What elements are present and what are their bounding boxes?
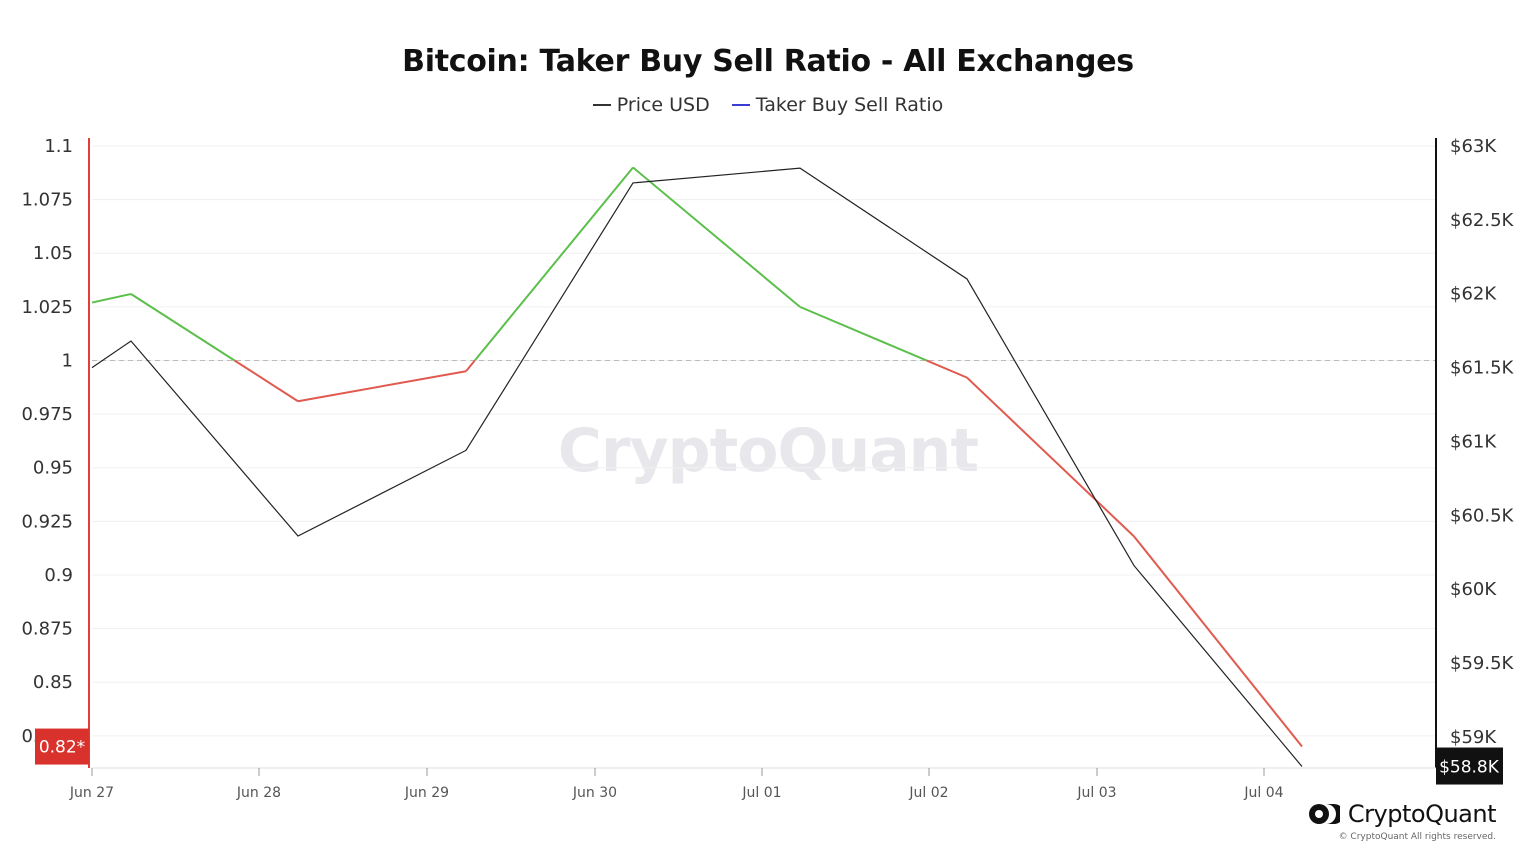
- price-line: [91, 167, 1303, 767]
- x-tick-label: Jun 28: [236, 785, 281, 801]
- x-tick-label: Jun 27: [69, 785, 114, 801]
- ratio-current-badge: [35, 728, 89, 765]
- legend-label-ratio: Taker Buy Sell Ratio: [755, 94, 944, 116]
- x-tick-label: Jul 04: [1243, 785, 1283, 801]
- x-tick-label: Jun 29: [404, 785, 449, 801]
- watermark: CryptoQuant: [557, 416, 979, 486]
- y-right-tick-label: $61K: [1450, 431, 1497, 452]
- series-lines: [91, 166, 1303, 767]
- legend-item-ratio[interactable]: Taker Buy Sell Ratio: [731, 94, 944, 116]
- legend-swatch-price: [592, 104, 611, 106]
- x-axis-ticks: Jun 27 Jun 28 Jun 29 Jun 30 Jul 01 Jul 02 Jul …: [69, 768, 1284, 801]
- y-right-tick-label: $62K: [1450, 284, 1497, 305]
- ratio-line-segment: [91, 293, 132, 304]
- x-tick-label: Jun 30: [572, 785, 617, 801]
- ratio-line-segment: [130, 293, 236, 362]
- y-left-tick-label: 0.9: [44, 565, 73, 586]
- axes: [88, 138, 1437, 769]
- y-right-tick-label: $60.5K: [1450, 505, 1515, 526]
- y-left-tick-label: 0.85: [33, 672, 73, 693]
- grid-lines: [92, 145, 1436, 737]
- price-current-badge: [1436, 747, 1503, 785]
- cryptoquant-logo-icon: [1308, 804, 1340, 824]
- y-left-tick-label: 1.05: [33, 243, 73, 264]
- ratio-line-segment: [632, 166, 801, 308]
- y-left-tick-label: 1: [62, 350, 73, 371]
- y-right-tick-label: $62.5K: [1450, 210, 1515, 231]
- ratio-line-segment: [465, 359, 476, 372]
- y-right-tick-label: $60K: [1450, 579, 1497, 600]
- y-left-tick-label: 1.025: [21, 297, 73, 318]
- y-left-tick-label: 0.925: [21, 511, 73, 532]
- ratio-line-segment: [799, 305, 927, 362]
- ratio-line-segment: [926, 359, 968, 379]
- copyright-text: © CryptoQuant All rights reserved.: [1338, 832, 1496, 842]
- ratio-line-segment: [966, 376, 1135, 538]
- ratio-line-segment: [233, 359, 299, 403]
- y-axis-left-ticks: 1.1 1.075 1.05 1.025 1 0.975 0.95 0.925 0.9 0.875…: [21, 136, 73, 747]
- y-left-tick-label: 0.95: [33, 458, 73, 479]
- y-left-tick-label: 0.875: [21, 619, 73, 640]
- x-tick-label: Jul 02: [908, 785, 948, 801]
- x-tick-label: Jul 01: [741, 785, 781, 801]
- y-left-tick-label: 1.1: [44, 136, 73, 157]
- y-right-tick-label: $61.5K: [1450, 358, 1515, 379]
- y-right-tick-label: $63K: [1450, 136, 1497, 157]
- y-left-tick-label: 0.975: [21, 404, 73, 425]
- x-tick-label: Jul 03: [1076, 785, 1116, 801]
- ratio-line-segment: [297, 370, 467, 403]
- legend-item-price[interactable]: Price USD: [592, 94, 710, 116]
- current-value-labels: 0.82* $58.8K: [35, 728, 1503, 785]
- y-right-tick-label: $59.5K: [1450, 653, 1515, 674]
- y-axis-right-ticks: $63K $62.5K $62K $61.5K $61K $60.5K $60K $59.5K…: [1450, 136, 1515, 748]
- price-current-label: $58.8K: [1439, 758, 1500, 778]
- legend-label-price: Price USD: [616, 94, 710, 116]
- brand-logo: CryptoQuant: [1308, 800, 1497, 828]
- ratio-line-segment: [474, 166, 634, 362]
- chart-title: Bitcoin: Taker Buy Sell Ratio - All Exch…: [402, 44, 1134, 79]
- legend: Price USD Taker Buy Sell Ratio: [0, 94, 1536, 116]
- brand-name: CryptoQuant: [1347, 800, 1497, 828]
- ratio-current-label: 0.82*: [39, 738, 85, 758]
- y-right-tick-label: $59K: [1450, 727, 1497, 748]
- legend-swatch-ratio: [731, 104, 750, 106]
- ratio-line-segment: [1133, 535, 1303, 748]
- y-left-tick-label: 1.075: [21, 190, 73, 211]
